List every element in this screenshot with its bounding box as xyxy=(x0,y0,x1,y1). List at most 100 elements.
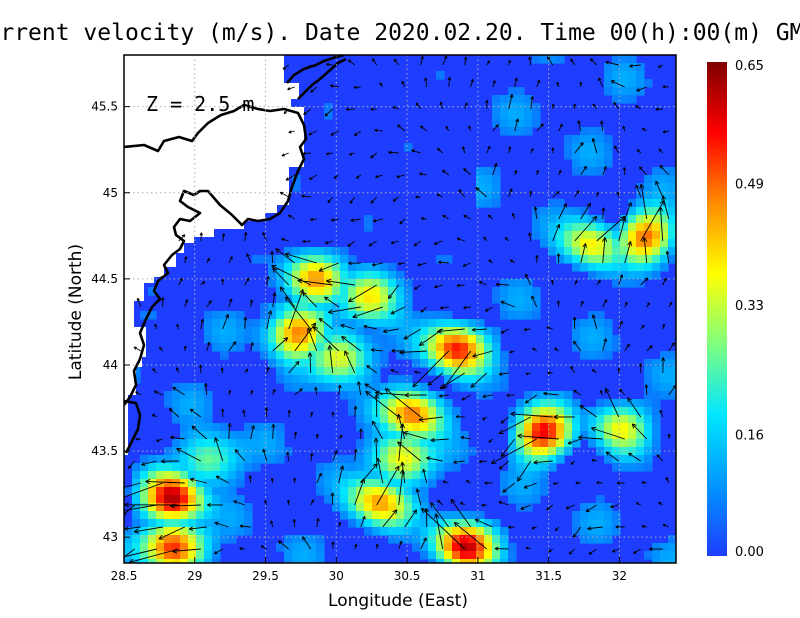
arrow-head xyxy=(641,524,645,528)
speed-cell xyxy=(300,335,309,344)
speed-cell xyxy=(524,303,533,312)
velocity-arrow xyxy=(244,277,250,286)
speed-cell xyxy=(460,431,469,440)
arrow-head xyxy=(200,318,205,323)
arrow-head xyxy=(391,348,396,353)
speed-cell xyxy=(492,103,501,112)
speed-cell xyxy=(460,559,469,563)
speed-cell xyxy=(124,543,133,552)
speed-cell xyxy=(364,223,373,232)
speed-cell xyxy=(404,471,413,480)
speed-cell xyxy=(580,255,589,264)
speed-cell xyxy=(636,87,645,96)
arrow-head xyxy=(349,152,353,156)
speed-cell xyxy=(356,343,365,352)
arrow-head xyxy=(375,543,379,547)
speed-cell xyxy=(164,487,173,496)
speed-cell xyxy=(252,255,261,264)
speed-cell xyxy=(436,559,445,563)
speed-cell xyxy=(220,319,229,328)
speed-cell xyxy=(596,271,605,280)
arrow-head xyxy=(626,343,630,348)
speed-cell xyxy=(580,143,589,152)
arrow-head xyxy=(622,125,626,129)
velocity-arrow xyxy=(371,349,383,352)
speed-cell xyxy=(452,559,461,563)
speed-cell xyxy=(132,519,141,528)
velocity-arrow xyxy=(662,195,670,220)
speed-cell xyxy=(284,319,293,328)
speed-cell xyxy=(604,255,613,264)
speed-cell xyxy=(292,279,301,288)
speed-cell xyxy=(580,511,589,520)
arrow-head xyxy=(420,217,424,221)
arrow-head xyxy=(636,88,640,92)
arrow-head xyxy=(463,56,468,60)
arrow-head xyxy=(456,283,460,288)
arrow-head xyxy=(183,345,187,349)
velocity-arrow xyxy=(430,502,450,528)
speed-cell xyxy=(460,551,469,560)
speed-cell xyxy=(180,431,189,440)
arrow-head xyxy=(267,310,273,315)
velocity-arrow xyxy=(397,414,406,440)
speed-cell xyxy=(468,447,477,456)
speed-cell xyxy=(452,407,461,416)
speed-cell xyxy=(388,319,397,328)
velocity-arrow xyxy=(646,345,653,352)
speed-cell xyxy=(140,479,149,488)
speed-cell xyxy=(652,543,661,552)
arrow-head xyxy=(124,502,130,508)
arrow-head xyxy=(658,501,662,505)
arrow-head xyxy=(168,408,173,412)
speed-cell xyxy=(428,311,437,320)
speed-cell xyxy=(516,407,525,416)
speed-cell xyxy=(588,439,597,448)
velocity-arrow xyxy=(448,77,451,88)
speed-cell xyxy=(364,319,373,328)
velocity-arrow xyxy=(534,206,538,220)
velocity-arrow xyxy=(184,256,187,264)
arrow-head xyxy=(570,58,574,62)
arrow-head xyxy=(204,383,208,387)
arrow-head xyxy=(585,508,590,513)
arrow-head xyxy=(434,513,440,519)
arrow-head xyxy=(364,383,370,388)
arrow-head xyxy=(232,341,237,346)
speed-cell xyxy=(348,279,357,288)
speed-cell xyxy=(548,247,557,256)
speed-cell xyxy=(508,311,517,320)
speed-cell xyxy=(500,471,509,480)
speed-cell xyxy=(548,423,557,432)
speed-cell xyxy=(148,535,157,544)
arrow-head xyxy=(362,515,366,520)
velocity-arrow xyxy=(301,195,311,198)
speed-cell xyxy=(324,487,333,496)
arrow-head xyxy=(494,546,499,551)
speed-cell xyxy=(260,439,269,448)
arrow-head xyxy=(442,169,446,174)
speed-cell xyxy=(604,503,613,512)
speed-cell xyxy=(484,199,493,208)
speed-cell xyxy=(444,375,453,384)
speed-cell xyxy=(580,159,589,168)
speed-cell xyxy=(364,455,373,464)
speed-cell xyxy=(412,447,421,456)
arrow-head xyxy=(586,202,592,208)
speed-cell xyxy=(228,335,237,344)
speed-cell xyxy=(620,271,629,280)
speed-cell xyxy=(516,279,525,288)
speed-cell xyxy=(604,71,613,80)
speed-cell xyxy=(396,303,405,312)
arrow-head xyxy=(207,257,210,261)
arrow-head xyxy=(295,360,300,366)
speed-cell xyxy=(540,439,549,448)
velocity-arrow xyxy=(463,214,471,220)
speed-cell xyxy=(372,383,381,392)
speed-cell xyxy=(444,343,453,352)
speed-cell xyxy=(508,431,517,440)
speed-cell xyxy=(540,487,549,496)
speed-cell xyxy=(364,503,373,512)
arrow-head xyxy=(498,501,503,505)
speed-cell xyxy=(188,399,197,408)
